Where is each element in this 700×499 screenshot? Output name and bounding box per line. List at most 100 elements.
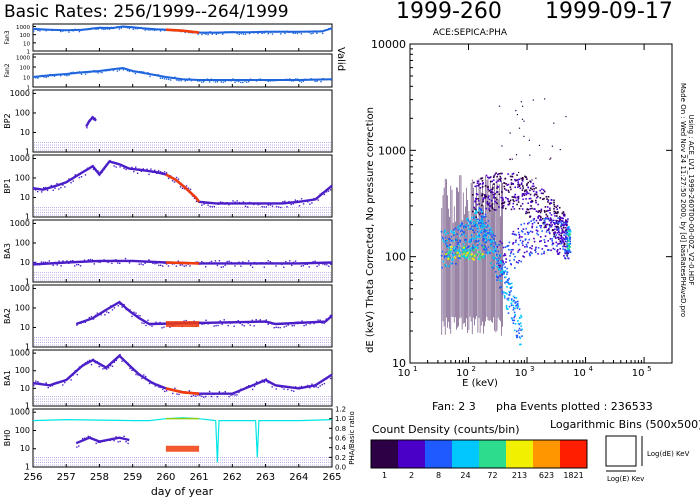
density-cell: [473, 215, 476, 218]
density-cell: [505, 258, 507, 260]
density-cell: [503, 272, 505, 274]
density-cell: [476, 220, 478, 222]
density-core: [454, 256, 457, 259]
density-cell: [481, 193, 484, 195]
density-cell: [557, 243, 559, 245]
density-cell: [484, 241, 486, 244]
density-cell: [508, 277, 510, 280]
data-point: [173, 181, 176, 183]
data-point: [286, 206, 288, 208]
data-point: [150, 168, 152, 170]
data-point: [129, 309, 131, 311]
density-cell: [518, 233, 521, 236]
density-cell: [513, 296, 516, 299]
density-cell: [453, 254, 456, 256]
data-point: [80, 366, 83, 368]
density-cell: [563, 234, 565, 237]
data-point: [177, 178, 180, 180]
data-point: [208, 390, 211, 393]
data-point: [39, 188, 41, 190]
density-cell: [533, 237, 535, 240]
density-cell: [482, 235, 485, 237]
density-cell: [554, 228, 556, 231]
density-cell: [472, 229, 475, 231]
data-point: [201, 204, 203, 206]
data-point: [33, 76, 35, 78]
density-cell: [510, 251, 513, 253]
density-cell: [488, 190, 491, 192]
data-point: [128, 70, 131, 73]
density-cell: [492, 267, 494, 269]
density-core: [478, 255, 481, 258]
data-point: [127, 442, 129, 445]
density-cell: [560, 227, 563, 230]
density-cell: [535, 219, 538, 222]
density-cell: [472, 244, 475, 246]
colorbar-tick-label: 213: [512, 471, 527, 480]
density-core: [477, 251, 480, 253]
density-cell: [557, 228, 560, 231]
data-point: [192, 79, 195, 81]
data-point: [87, 259, 90, 261]
density-cell: [480, 209, 483, 212]
density-cell: [535, 229, 538, 231]
density-cell: [452, 252, 454, 255]
density-cell: [523, 222, 526, 225]
density-cell: [553, 233, 555, 236]
density-edge: [568, 244, 570, 247]
density-cell: [506, 293, 508, 295]
density-cell: [517, 179, 519, 181]
density-core: [445, 253, 448, 256]
data-point: [232, 31, 234, 33]
density-cell: [542, 192, 544, 195]
density-cell: [498, 269, 500, 271]
sparse-point: [523, 135, 525, 137]
density-cell: [558, 219, 561, 222]
density-cell: [521, 202, 524, 205]
sparse-point: [550, 157, 552, 159]
density-cell: [487, 185, 489, 188]
pha-x-tick-label: 10: [456, 368, 469, 379]
data-point: [327, 318, 329, 320]
data-point: [217, 324, 219, 327]
data-point: [188, 390, 191, 392]
density-cell: [559, 240, 561, 242]
density-cell: [564, 245, 567, 248]
density-cell: [501, 266, 504, 269]
data-point: [57, 29, 60, 31]
data-point: [240, 81, 242, 84]
data-point: [68, 377, 70, 380]
data-point: [84, 28, 87, 31]
data-point: [177, 260, 179, 262]
data-point: [146, 168, 148, 170]
density-cell: [460, 225, 462, 228]
data-point: [68, 178, 70, 180]
data-point: [68, 262, 70, 264]
data-point: [261, 379, 263, 381]
data-point: [257, 382, 260, 384]
data-point: [81, 261, 84, 263]
data-point: [141, 322, 143, 324]
data-point: [144, 169, 146, 171]
density-cell: [510, 304, 513, 307]
data-point: [123, 167, 125, 170]
density-cell: [564, 232, 567, 235]
data-point: [306, 31, 308, 33]
density-cell: [460, 223, 462, 226]
y-tick-label: 10: [20, 384, 30, 393]
data-point: [41, 383, 43, 386]
data-point: [313, 197, 315, 200]
density-cell: [564, 249, 566, 252]
data-point: [273, 383, 275, 386]
data-point: [132, 260, 135, 262]
data-point: [263, 381, 265, 383]
density-core: [473, 258, 475, 261]
density-cell: [529, 251, 532, 253]
data-point: [84, 362, 87, 364]
density-core: [471, 257, 474, 260]
density-cell: [565, 222, 567, 224]
data-point: [66, 181, 68, 183]
